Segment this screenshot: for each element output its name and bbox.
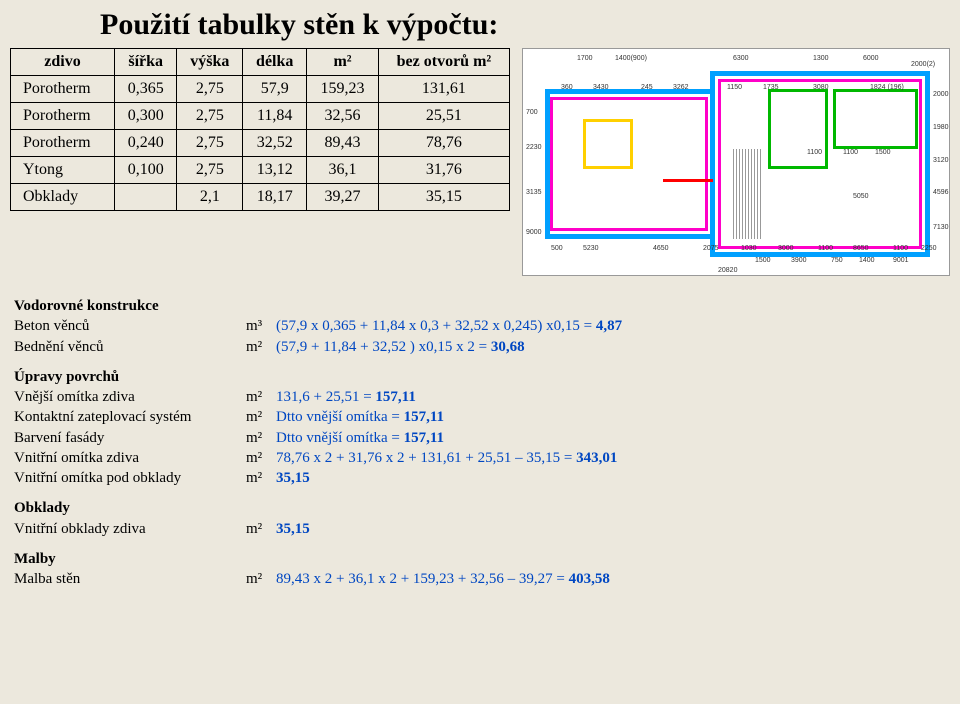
table-cell: 2,1 — [177, 184, 243, 211]
calc-label: Barvení fasády — [14, 428, 246, 448]
calc-label: Beton věnců — [14, 316, 246, 336]
sec-malby-heading: Malby — [14, 549, 946, 569]
calc-row: Vnější omítka zdivam²131,6 + 25,51 = 157… — [14, 387, 946, 407]
table-cell: 159,23 — [307, 76, 379, 103]
calc-value: 78,76 x 2 + 31,76 x 2 + 131,61 + 25,51 –… — [276, 448, 946, 468]
th-delka: délka — [243, 49, 307, 76]
table-row: Porotherm0,3652,7557,9159,23131,61 — [11, 76, 510, 103]
calc-unit: m² — [246, 337, 276, 357]
sec-obklady-heading: Obklady — [14, 498, 946, 518]
table-cell: Porotherm — [11, 76, 115, 103]
th-sirka: šířka — [115, 49, 177, 76]
table-cell: Porotherm — [11, 103, 115, 130]
table-cell: 0,365 — [115, 76, 177, 103]
table-cell — [115, 184, 177, 211]
table-row: Porotherm0,3002,7511,8432,5625,51 — [11, 103, 510, 130]
floorplan-diagram: 1700 1400(900) 6300 1300 6000 2000(2) 70… — [522, 48, 950, 276]
calc-value: 35,15 — [276, 519, 946, 539]
table-row: Porotherm0,2402,7532,5289,4378,76 — [11, 130, 510, 157]
table-cell: 31,76 — [378, 157, 509, 184]
calc-label: Malba stěn — [14, 569, 246, 589]
table-cell: 0,100 — [115, 157, 177, 184]
table-cell: 0,240 — [115, 130, 177, 157]
calc-label: Vnější omítka zdiva — [14, 387, 246, 407]
sec-vodorovne-heading: Vodorovné konstrukce — [14, 296, 946, 316]
calc-label: Kontaktní zateplovací systém — [14, 407, 246, 427]
calc-label: Bednění věnců — [14, 337, 246, 357]
table-cell: 57,9 — [243, 76, 307, 103]
table-row: Ytong0,1002,7513,1236,131,76 — [11, 157, 510, 184]
table-cell: 36,1 — [307, 157, 379, 184]
table-cell: 131,61 — [378, 76, 509, 103]
table-cell: 2,75 — [177, 130, 243, 157]
th-m2: m² — [307, 49, 379, 76]
table-cell: 25,51 — [378, 103, 509, 130]
calc-row: Bednění věncům²(57,9 + 11,84 + 32,52 ) x… — [14, 337, 946, 357]
table-cell: 13,12 — [243, 157, 307, 184]
table-cell: Ytong — [11, 157, 115, 184]
calc-unit: m² — [246, 407, 276, 427]
calc-label: Vnitřní omítka pod obklady — [14, 468, 246, 488]
table-cell: 32,56 — [307, 103, 379, 130]
table-cell: 0,300 — [115, 103, 177, 130]
calc-unit: m² — [246, 387, 276, 407]
table-cell: 78,76 — [378, 130, 509, 157]
calc-row: Malba stěnm²89,43 x 2 + 36,1 x 2 + 159,2… — [14, 569, 946, 589]
calc-row: Kontaktní zateplovací systémm²Dtto vnějš… — [14, 407, 946, 427]
sec-upravy-heading: Úpravy povrchů — [14, 367, 946, 387]
table-cell: 2,75 — [177, 103, 243, 130]
calc-row: Vnitřní omítka zdivam²78,76 x 2 + 31,76 … — [14, 448, 946, 468]
calc-label: Vnitřní omítka zdiva — [14, 448, 246, 468]
calc-row: Vnitřní omítka pod obkladym²35,15 — [14, 468, 946, 488]
calc-unit: m² — [246, 448, 276, 468]
table-row: Obklady 2,118,1739,2735,15 — [11, 184, 510, 211]
table-cell: 39,27 — [307, 184, 379, 211]
table-cell: 89,43 — [307, 130, 379, 157]
calc-unit: m² — [246, 468, 276, 488]
calc-row: Beton věncům³(57,9 x 0,365 + 11,84 x 0,3… — [14, 316, 946, 336]
table-cell: 35,15 — [378, 184, 509, 211]
table-cell: 2,75 — [177, 76, 243, 103]
calc-row: Vnitřní obklady zdivam²35,15 — [14, 519, 946, 539]
calc-label: Vnitřní obklady zdiva — [14, 519, 246, 539]
calc-sections: Vodorovné konstrukce Beton věncům³(57,9 … — [0, 276, 960, 589]
table-cell: 32,52 — [243, 130, 307, 157]
calc-unit: m² — [246, 569, 276, 589]
th-vyska: výška — [177, 49, 243, 76]
calc-value: (57,9 x 0,365 + 11,84 x 0,3 + 32,52 x 0,… — [276, 316, 946, 336]
calc-value: Dtto vnější omítka = 157,11 — [276, 407, 946, 427]
calc-unit: m² — [246, 428, 276, 448]
th-zdivo: zdivo — [11, 49, 115, 76]
main-table: zdivo šířka výška délka m² bez otvorů m²… — [10, 48, 510, 276]
calc-unit: m³ — [246, 316, 276, 336]
table-header-row: zdivo šířka výška délka m² bez otvorů m² — [11, 49, 510, 76]
th-bezotvoru: bez otvorů m² — [378, 49, 509, 76]
table-cell: 11,84 — [243, 103, 307, 130]
calc-unit: m² — [246, 519, 276, 539]
table-cell: Obklady — [11, 184, 115, 211]
table-cell: Porotherm — [11, 130, 115, 157]
calc-value: 131,6 + 25,51 = 157,11 — [276, 387, 946, 407]
page-title: Použití tabulky stěn k výpočtu: — [0, 0, 960, 42]
table-cell: 2,75 — [177, 157, 243, 184]
calc-value: (57,9 + 11,84 + 32,52 ) x0,15 x 2 = 30,6… — [276, 337, 946, 357]
table-cell: 18,17 — [243, 184, 307, 211]
calc-value: 35,15 — [276, 468, 946, 488]
calc-row: Barvení fasádym²Dtto vnější omítka = 157… — [14, 428, 946, 448]
calc-value: 89,43 x 2 + 36,1 x 2 + 159,23 + 32,56 – … — [276, 569, 946, 589]
calc-value: Dtto vnější omítka = 157,11 — [276, 428, 946, 448]
